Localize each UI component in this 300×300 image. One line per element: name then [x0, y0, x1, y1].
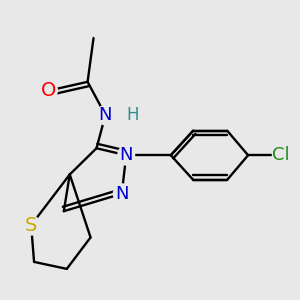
Circle shape: [118, 146, 134, 165]
Text: S: S: [25, 216, 37, 235]
Text: N: N: [99, 106, 112, 124]
Circle shape: [40, 81, 57, 100]
Circle shape: [97, 105, 114, 125]
Text: N: N: [119, 146, 133, 164]
Text: O: O: [41, 81, 57, 100]
Circle shape: [272, 146, 289, 165]
Text: H: H: [126, 106, 138, 124]
Circle shape: [23, 215, 39, 235]
Circle shape: [113, 184, 130, 203]
Text: Cl: Cl: [272, 146, 290, 164]
Text: N: N: [115, 185, 128, 203]
